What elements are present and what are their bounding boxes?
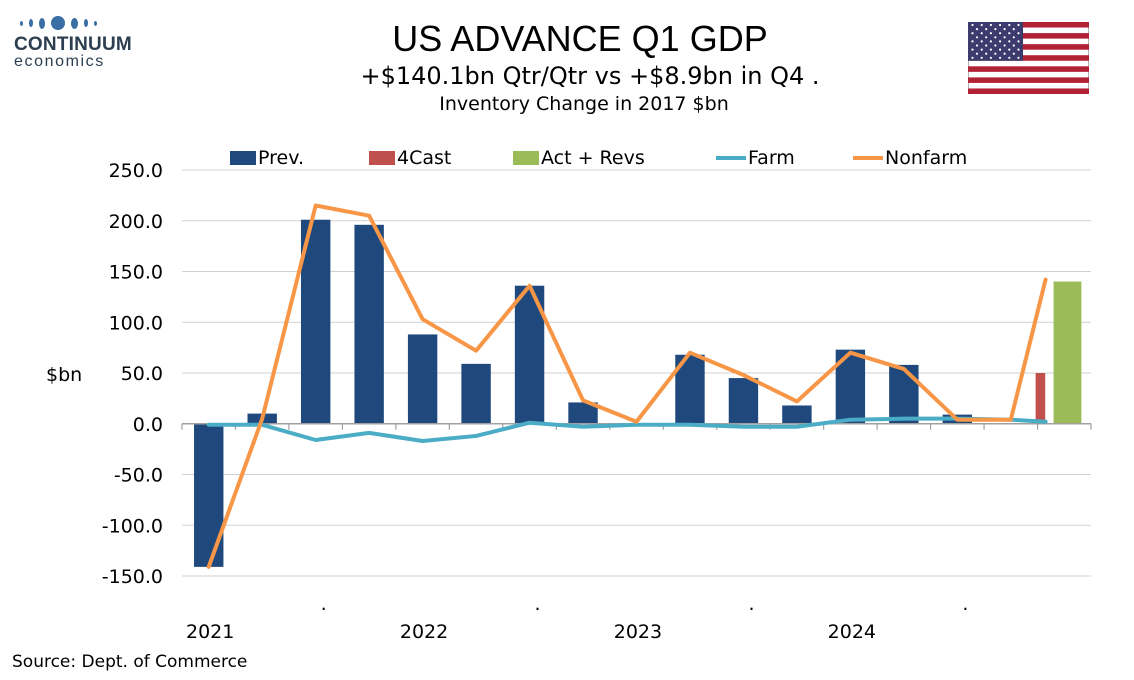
legend-label: Nonfarm <box>885 147 967 169</box>
bars <box>194 219 1082 567</box>
logo: CONTINUUM economics <box>14 14 134 71</box>
chart-subtitle: +$140.1bn Qtr/Qtr vs +$8.9bn in Q4 . <box>360 62 820 90</box>
x-tick-label: 2023 <box>614 621 662 643</box>
legend-label: Prev. <box>258 147 304 169</box>
y-tick-label: -100.0 <box>102 515 163 537</box>
y-tick-label: 100.0 <box>109 312 163 334</box>
y-tick-label: 50.0 <box>121 363 163 385</box>
y-tick-label: 200.0 <box>109 211 163 233</box>
x-tick-label: . <box>962 593 968 615</box>
bar-prev- <box>889 364 919 424</box>
x-tick-label: . <box>535 593 541 615</box>
legend-swatch <box>513 151 539 165</box>
chart-title: US ADVANCE Q1 GDP <box>392 18 768 59</box>
legend-label: 4Cast <box>397 147 451 169</box>
bar-4cast <box>1035 373 1046 424</box>
x-tick-labels: 2021. 2022. 2023. 2024. <box>186 593 968 643</box>
x-tick-label: . <box>321 593 327 615</box>
y-tick-label: 0.0 <box>133 414 163 436</box>
x-tick-label: 2021 <box>186 621 234 643</box>
y-tick-labels: 250.0 200.0 150.0 100.0 50.0 0.0 -50.0 -100.0 -1… <box>102 160 163 588</box>
y-tick-label: 250.0 <box>109 160 163 182</box>
legend: Prev. 4Cast Act + Revs Farm Nonfarm <box>230 147 967 169</box>
y-tick-label: 150.0 <box>109 262 163 284</box>
bar-prev- <box>728 378 759 424</box>
bar-prev- <box>782 405 812 424</box>
bar-act-revs <box>1053 281 1082 424</box>
line-farm <box>206 416 1048 444</box>
logo-sub: economics <box>14 53 105 70</box>
logo-dots-icon <box>20 14 134 32</box>
x-tick-label: 2022 <box>400 621 448 643</box>
us-flag-icon <box>968 22 1089 94</box>
y-tick-label: -50.0 <box>114 465 163 487</box>
source-note: Source: Dept. of Commerce <box>12 652 248 672</box>
legend-label: Farm <box>748 147 795 169</box>
chart-subtitle-secondary: Inventory Change in 2017 $bn <box>439 93 729 115</box>
legend-swatch <box>230 151 256 165</box>
y-axis-label: $bn <box>46 364 82 386</box>
lines <box>206 203 1048 569</box>
legend-swatch <box>369 151 395 165</box>
bar-prev- <box>461 363 491 424</box>
y-tick-label: -150.0 <box>102 566 163 588</box>
x-tick-label: 2024 <box>828 621 876 643</box>
bar-prev- <box>354 224 384 424</box>
bar-prev- <box>407 334 438 424</box>
legend-label: Act + Revs <box>541 147 645 169</box>
bar-prev- <box>568 402 598 424</box>
bar-prev- <box>300 219 331 424</box>
x-tick-label: . <box>748 593 754 615</box>
logo-name: CONTINUUM <box>14 34 132 55</box>
bar-prev- <box>194 423 224 567</box>
line-nonfarm <box>206 203 1048 569</box>
